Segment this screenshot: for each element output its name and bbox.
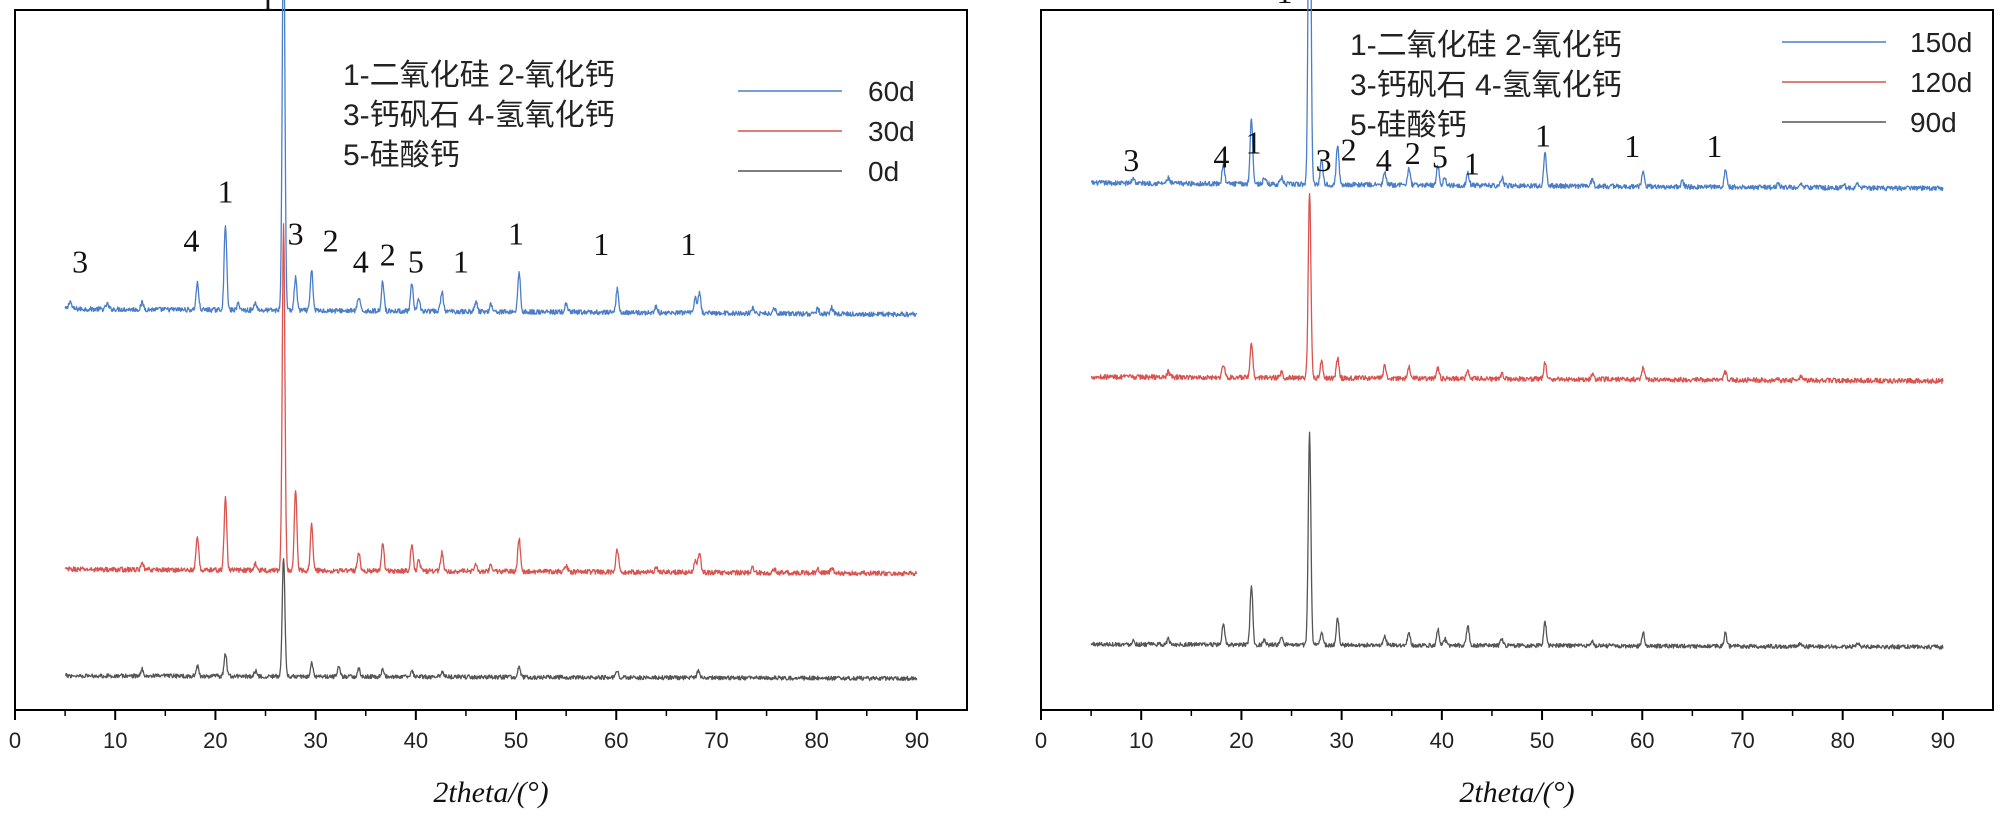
peak-annotation: 5 [1432,139,1448,175]
series-line-90d [1090,431,1944,650]
series-line-0d [64,558,918,682]
x-tick-label: 60 [604,728,628,753]
x-tick-label: 60 [1630,728,1654,753]
x-tick-label: 20 [1229,728,1253,753]
peak-annotation: 3 [288,216,304,252]
peak-annotation: 1 [508,216,524,252]
x-tick-label: 0 [1035,728,1047,753]
legend-label-0d: 0d [868,156,899,187]
peak-annotation: 1 [1624,128,1640,164]
peak-annotation: 1 [217,174,233,210]
phase-legend-line: 1-二氧化硅 2-氧化钙 [1350,29,1622,62]
x-axis-title: 2theta/(°) [1459,776,1574,809]
peak-annotation: 1 [593,226,609,262]
plot-frame [14,9,968,711]
peak-annotation: 4 [353,244,369,280]
peak-annotation: 2 [1341,132,1357,168]
peak-annotation: 2 [380,237,396,273]
peak-annotation: 1 [1464,146,1480,182]
series-line-60d [64,0,918,318]
peak-annotation: 4 [1376,142,1392,178]
legend-label-90d: 90d [1910,107,1957,138]
x-tick-label: 90 [1931,728,1955,753]
x-tick-label: 30 [1329,728,1353,753]
phase-legend-line: 1-二氧化硅 2-氧化钙 [343,59,615,92]
x-tick-label: 70 [1730,728,1754,753]
legend-label-60d: 60d [868,76,915,107]
phase-legend-line: 5-硅酸钙 [343,139,460,172]
chart-panel-2: 0 10 20 30 40 50 60 70 80 90 2theta/(°) 150d 120d 90d… [1035,0,1994,809]
chart-panel-1: 0 10 20 30 40 50 60 70 80 90 2theta/(°) 60d 30d 0d 1-二… [9,0,968,809]
x-tick-label: 10 [103,728,127,753]
series-line-150d [1090,0,1944,192]
peak-annotation: 1 [1277,0,1293,10]
x-tick-label: 50 [504,728,528,753]
series-line-120d [1090,193,1944,384]
x-tick-label: 40 [1430,728,1454,753]
peak-annotation: 5 [408,244,424,280]
phase-legend-line: 3-钙矾石 4-氢氧化钙 [1350,69,1622,102]
x-tick-label: 20 [203,728,227,753]
peak-annotation: 3 [1123,142,1139,178]
peak-annotation: 3 [72,244,88,280]
peak-annotation: 4 [183,223,199,259]
peak-annotation: 1 [1706,128,1722,164]
x-tick-label: 40 [404,728,428,753]
peak-annotation: 1 [453,244,469,280]
peak-annotation: 2 [323,223,339,259]
peak-annotation: 3 [1316,142,1332,178]
series-line-30d [64,223,918,577]
legend-label-120d: 120d [1910,67,1972,98]
x-tick-label: 10 [1129,728,1153,753]
phase-legend-line: 3-钙矾石 4-氢氧化钙 [343,99,615,132]
x-tick-label: 50 [1530,728,1554,753]
peak-annotation: 2 [1405,135,1421,171]
x-axis-title: 2theta/(°) [433,776,548,809]
peak-annotation: 1 [680,226,696,262]
x-tick-label: 90 [905,728,929,753]
x-tick-label: 30 [303,728,327,753]
plot-frame [1040,9,1994,711]
phase-legend-line: 5-硅酸钙 [1350,109,1467,142]
legend-label-30d: 30d [868,116,915,147]
peak-annotation: 1 [260,0,276,17]
peak-annotation: 4 [1213,139,1229,175]
peak-annotation: 1 [1535,118,1551,154]
x-tick-label: 80 [804,728,828,753]
x-tick-label: 80 [1830,728,1854,753]
x-tick-label: 0 [9,728,21,753]
legend-label-150d: 150d [1910,27,1972,58]
x-tick-label: 70 [704,728,728,753]
peak-annotation: 1 [1245,125,1261,161]
